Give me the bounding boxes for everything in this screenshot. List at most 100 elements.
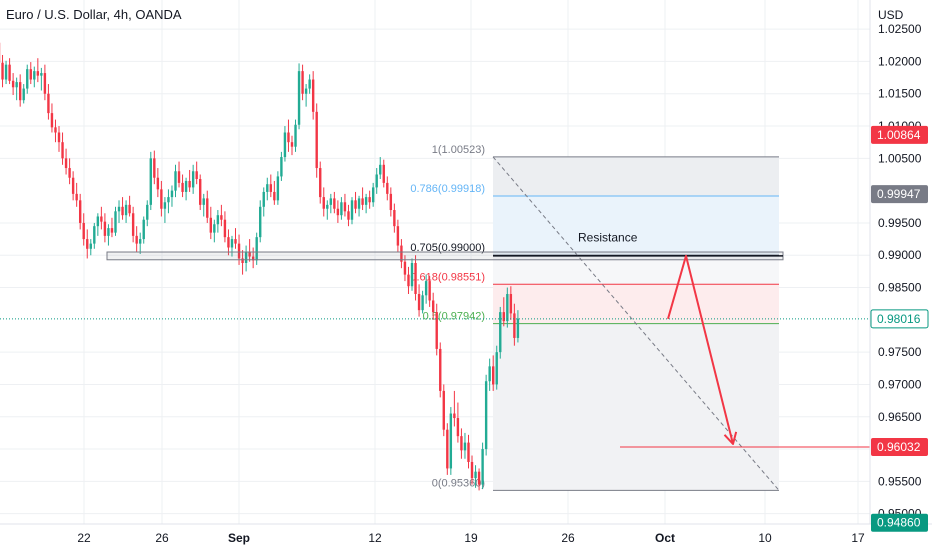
candle-body xyxy=(389,193,393,211)
candle xyxy=(446,423,449,475)
time-axis[interactable]: 22 26 Sep 12 19 26 Oct 10 17 xyxy=(0,523,932,545)
candle xyxy=(220,204,223,227)
candle-body xyxy=(68,168,71,178)
candle-body xyxy=(11,80,15,88)
candle-body xyxy=(163,202,167,209)
candle-body xyxy=(114,211,117,233)
candle-body xyxy=(117,206,121,212)
candle xyxy=(435,303,438,356)
time-tick-label: 12 xyxy=(368,531,382,545)
time-tick-label: 26 xyxy=(155,531,169,545)
candle xyxy=(463,432,467,459)
candle-body xyxy=(54,127,57,133)
candle-body xyxy=(439,348,442,391)
candle xyxy=(149,151,152,211)
candle-body xyxy=(311,79,315,112)
candle-body xyxy=(354,200,357,209)
candle-body xyxy=(368,197,371,203)
candle xyxy=(50,103,54,133)
candle-body xyxy=(259,206,262,238)
candle xyxy=(319,161,322,204)
price-label: 0.99947 xyxy=(871,185,928,204)
candle xyxy=(382,159,385,188)
candle-body xyxy=(78,200,82,223)
candle xyxy=(167,189,170,214)
candle xyxy=(107,224,110,246)
fib-zone-786-705 xyxy=(493,195,779,256)
candle xyxy=(453,390,456,427)
candle xyxy=(333,191,336,214)
candle xyxy=(82,213,85,246)
candle-body xyxy=(146,204,149,220)
price-label-bg xyxy=(871,437,928,456)
candle-body xyxy=(379,164,382,175)
fib-level-label: 0.5(0.97942) xyxy=(423,311,485,323)
time-tick-label: 17 xyxy=(851,531,865,545)
time-tick-label: 26 xyxy=(561,531,575,545)
candle xyxy=(248,239,251,262)
candle xyxy=(230,235,234,257)
candle xyxy=(139,232,142,254)
candle-body xyxy=(477,471,481,485)
candle-body xyxy=(110,228,114,233)
candle xyxy=(389,187,393,217)
candle-body xyxy=(241,258,244,263)
candle-body xyxy=(199,179,202,205)
candle-body xyxy=(61,142,64,159)
candle-body xyxy=(484,381,488,450)
candle xyxy=(354,191,357,214)
candle xyxy=(153,150,156,185)
candle-body xyxy=(202,198,205,205)
candle xyxy=(216,210,220,233)
candle xyxy=(22,84,25,104)
drawings[interactable]: Resistance xyxy=(0,231,870,448)
candle-body xyxy=(287,132,290,143)
price-label-text: 0.98016 xyxy=(877,312,921,326)
candle xyxy=(375,168,378,194)
fib-zone-618-05 xyxy=(493,284,779,324)
candle-body xyxy=(276,176,280,201)
candle xyxy=(206,190,209,223)
candle xyxy=(227,229,230,256)
candle xyxy=(361,187,364,211)
candle xyxy=(407,266,410,295)
price-tick-label: 0.99500 xyxy=(878,216,922,230)
candle xyxy=(117,200,121,223)
candle-body xyxy=(424,281,428,296)
price-label-text: 0.96032 xyxy=(877,440,921,454)
candle-body xyxy=(160,189,163,209)
candle-body xyxy=(467,442,470,462)
candle-body xyxy=(326,204,329,209)
candle xyxy=(26,64,29,94)
candle-body xyxy=(156,177,160,190)
candle-body xyxy=(509,294,513,314)
candle xyxy=(428,275,431,307)
candle xyxy=(280,151,283,181)
candle xyxy=(364,193,368,214)
candle-body xyxy=(393,210,396,227)
candle-body xyxy=(319,168,322,198)
candle-body xyxy=(195,171,198,180)
candle xyxy=(213,219,216,243)
candle xyxy=(283,126,287,162)
candle-body xyxy=(516,318,520,338)
candle-body xyxy=(382,164,385,183)
candle-body xyxy=(216,215,220,225)
candle xyxy=(400,239,403,269)
candle-body xyxy=(294,124,297,147)
candle-body xyxy=(103,221,107,236)
candle xyxy=(202,193,205,217)
candle-body xyxy=(315,111,318,169)
candle-body xyxy=(375,174,378,188)
candle xyxy=(15,77,18,101)
candle xyxy=(336,200,340,223)
price-tick-label: 0.97000 xyxy=(878,377,922,391)
candle xyxy=(290,135,294,156)
candle xyxy=(4,60,8,85)
candle-body xyxy=(47,93,50,114)
candle xyxy=(431,292,435,320)
candle xyxy=(499,306,502,359)
projection-path[interactable] xyxy=(667,254,734,445)
candle-body xyxy=(322,197,325,209)
